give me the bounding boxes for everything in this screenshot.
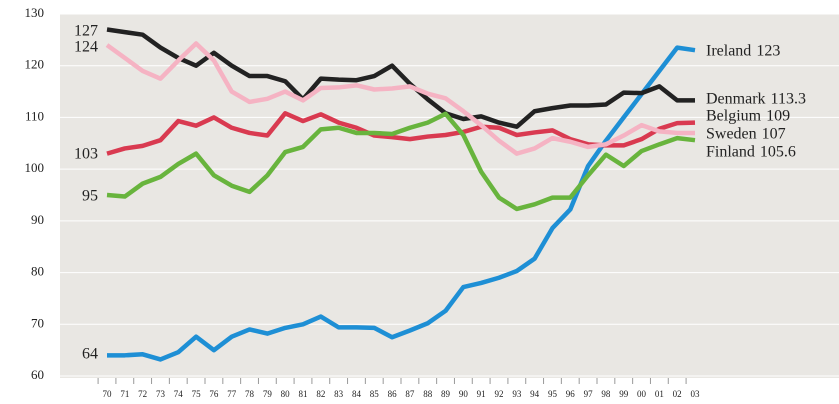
line-finland xyxy=(106,111,696,212)
x-tick-label: 99 xyxy=(619,389,629,399)
end-label: 105.6 xyxy=(760,144,796,161)
line-sweden xyxy=(105,41,695,156)
start-label: 103 xyxy=(74,146,98,163)
x-tick-label: 77 xyxy=(227,389,237,399)
x-tick-label: 90 xyxy=(459,389,469,399)
x-tick-label: 76 xyxy=(209,389,219,399)
end-label: 109 xyxy=(766,108,790,125)
legend-entry: Finland xyxy=(706,144,755,161)
x-tick-label: 93 xyxy=(512,389,522,399)
end-label: 113.3 xyxy=(771,91,806,108)
start-label: 95 xyxy=(82,188,98,205)
x-tick-label: 96 xyxy=(566,389,576,399)
x-tick-label: 02 xyxy=(673,389,682,399)
line-ireland xyxy=(107,45,696,362)
start-label: 64 xyxy=(82,346,98,363)
y-tick-label: 90 xyxy=(31,212,44,227)
x-tick-label: 01 xyxy=(655,389,664,399)
x-tick-label: 80 xyxy=(281,389,291,399)
x-tick-label: 72 xyxy=(138,389,147,399)
x-tick-label: 79 xyxy=(263,389,273,399)
y-tick-label: 130 xyxy=(25,5,45,20)
y-tick-label: 100 xyxy=(25,160,45,175)
x-tick-label: 74 xyxy=(174,389,184,399)
y-tick-label: 70 xyxy=(31,315,44,330)
x-tick-label: 82 xyxy=(316,389,325,399)
legend-entry: Denmark xyxy=(706,91,766,108)
x-tick-label: 95 xyxy=(548,389,558,399)
x-tick-label: 92 xyxy=(495,389,504,399)
x-tick-label: 00 xyxy=(637,389,647,399)
legend-entry: Sweden xyxy=(706,126,757,143)
y-tick-label: 120 xyxy=(25,57,45,72)
legend-entry: Ireland xyxy=(706,43,751,60)
x-tick-label: 73 xyxy=(156,389,166,399)
y-tick-label: 80 xyxy=(31,264,44,279)
x-tick-label: 87 xyxy=(405,389,415,399)
x-tick-label: 91 xyxy=(477,389,486,399)
start-label: 127 xyxy=(74,23,98,40)
x-tick-label: 98 xyxy=(601,389,611,399)
end-label: 123 xyxy=(756,43,780,60)
legend-entry: Belgium xyxy=(706,108,762,125)
x-tick-label: 89 xyxy=(441,389,451,399)
plot-area xyxy=(60,14,839,378)
x-tick-label: 71 xyxy=(120,389,129,399)
x-tick-label: 85 xyxy=(370,389,380,399)
x-tick-label: 70 xyxy=(103,389,113,399)
x-tick-label: 94 xyxy=(530,389,540,399)
end-label: 107 xyxy=(762,126,786,143)
start-label: 124 xyxy=(74,39,98,56)
x-tick-label: 75 xyxy=(192,389,202,399)
line-denmark xyxy=(106,27,695,129)
x-tick-label: 03 xyxy=(691,389,701,399)
x-tick-label: 84 xyxy=(352,389,362,399)
x-tick-label: 88 xyxy=(423,389,433,399)
x-tick-label: 78 xyxy=(245,389,255,399)
x-tick-label: 97 xyxy=(584,389,594,399)
x-tick-label: 86 xyxy=(388,389,398,399)
x-tick-label: 81 xyxy=(299,389,308,399)
y-tick-label: 110 xyxy=(25,108,44,123)
x-tick-label: 83 xyxy=(334,389,344,399)
y-tick-label: 60 xyxy=(31,367,44,382)
